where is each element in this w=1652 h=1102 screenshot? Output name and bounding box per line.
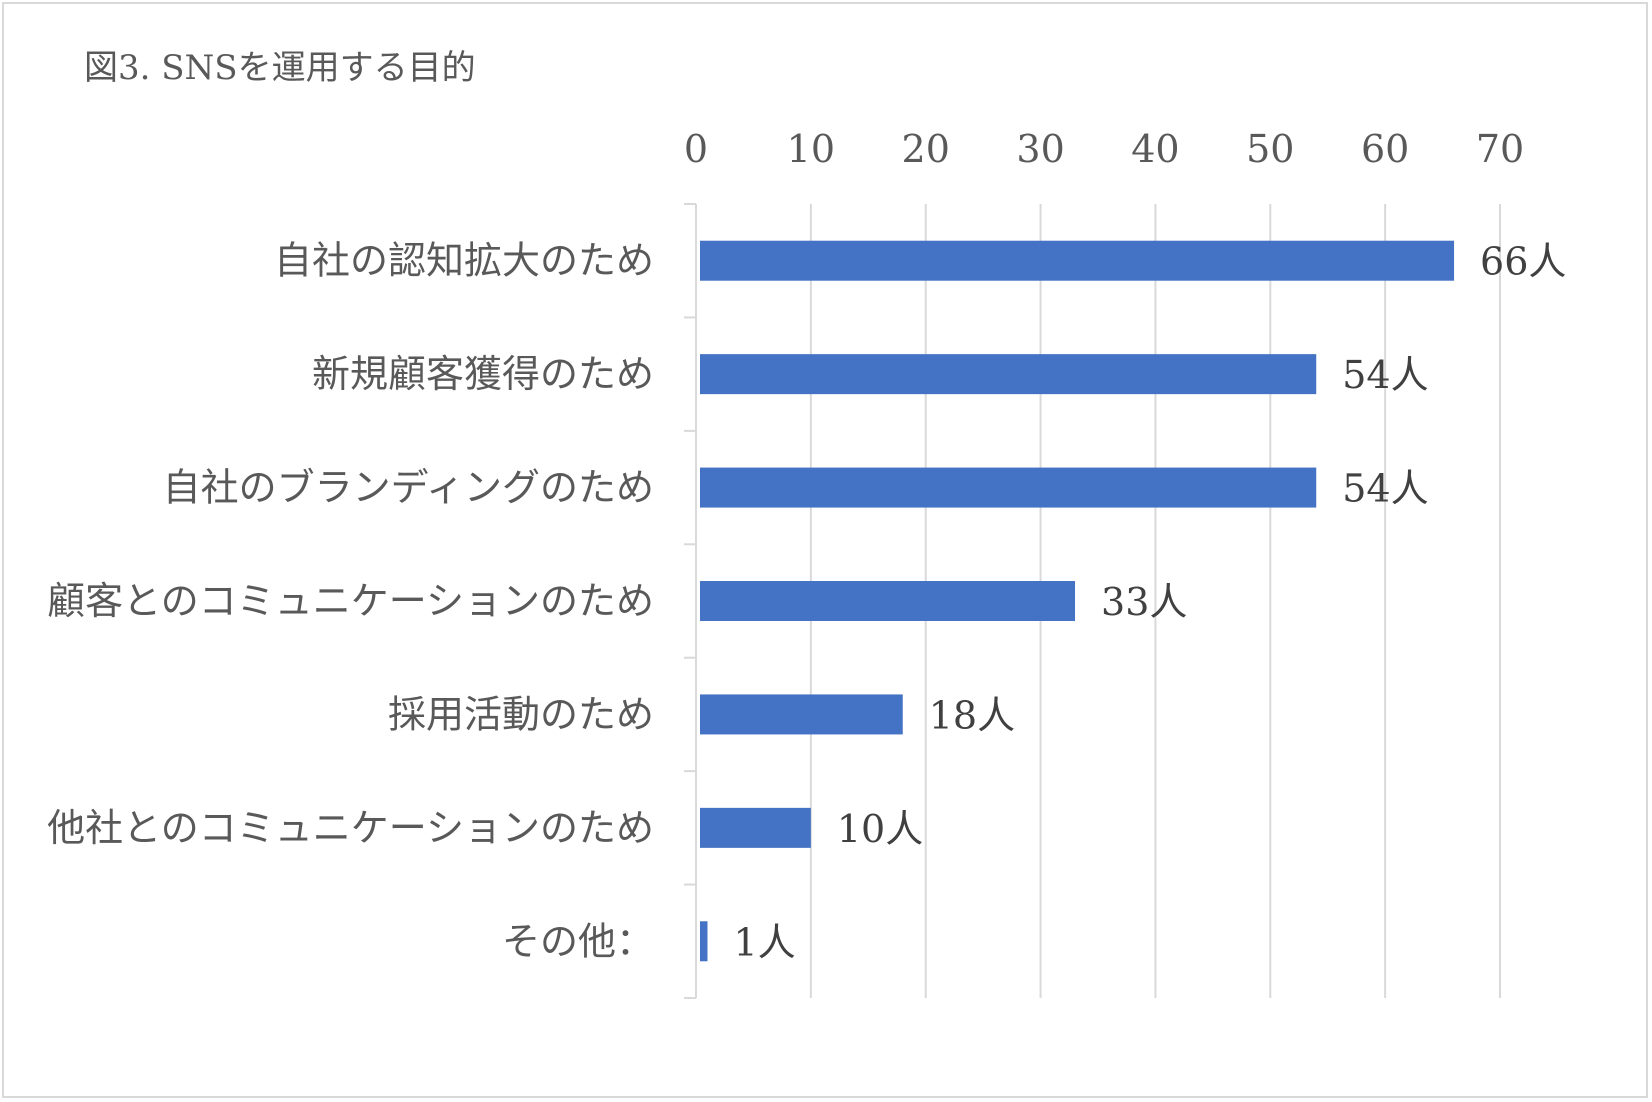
data-label: 54人: [1342, 467, 1428, 511]
bar: [700, 467, 1317, 508]
category-label: 他社とのコミュニケーションのため: [47, 806, 654, 850]
data-label: 66人: [1480, 240, 1566, 284]
category-label: 採用活動のため: [388, 692, 654, 736]
bar: [700, 807, 811, 848]
x-tick-label: 20: [902, 127, 950, 171]
x-tick-label: 40: [1131, 127, 1179, 171]
x-tick-label: 70: [1476, 127, 1524, 171]
bar: [700, 240, 1455, 281]
category-label: 新規顧客獲得のため: [312, 352, 654, 396]
data-label: 33人: [1101, 580, 1187, 624]
data-label: 18人: [929, 693, 1015, 737]
bar: [700, 581, 1076, 621]
data-label: 1人: [733, 920, 795, 964]
bar: [700, 354, 1317, 395]
x-tick-label: 10: [787, 127, 835, 171]
category-label: 顧客とのコミュニケーションのため: [47, 579, 654, 623]
category-label: 自社のブランディングのため: [163, 466, 654, 510]
category-label: 自社の認知拡大のため: [274, 239, 654, 283]
chart-title: 図3. SNSを運用する目的: [84, 48, 476, 88]
data-label: 10人: [837, 807, 923, 851]
bar: [700, 694, 903, 735]
chart-svg: 図3. SNSを運用する目的 0 10 20 30 40 50 60 70 自社の認知拡大のた…: [47, 48, 1566, 999]
x-tick-label: 50: [1246, 127, 1294, 171]
data-label: 54人: [1342, 353, 1428, 397]
bar: [700, 921, 708, 962]
x-tick-label: 0: [684, 127, 708, 171]
category-label: その他：: [502, 919, 654, 963]
x-tick-label: 30: [1016, 127, 1064, 171]
x-tick-label: 60: [1361, 127, 1409, 171]
